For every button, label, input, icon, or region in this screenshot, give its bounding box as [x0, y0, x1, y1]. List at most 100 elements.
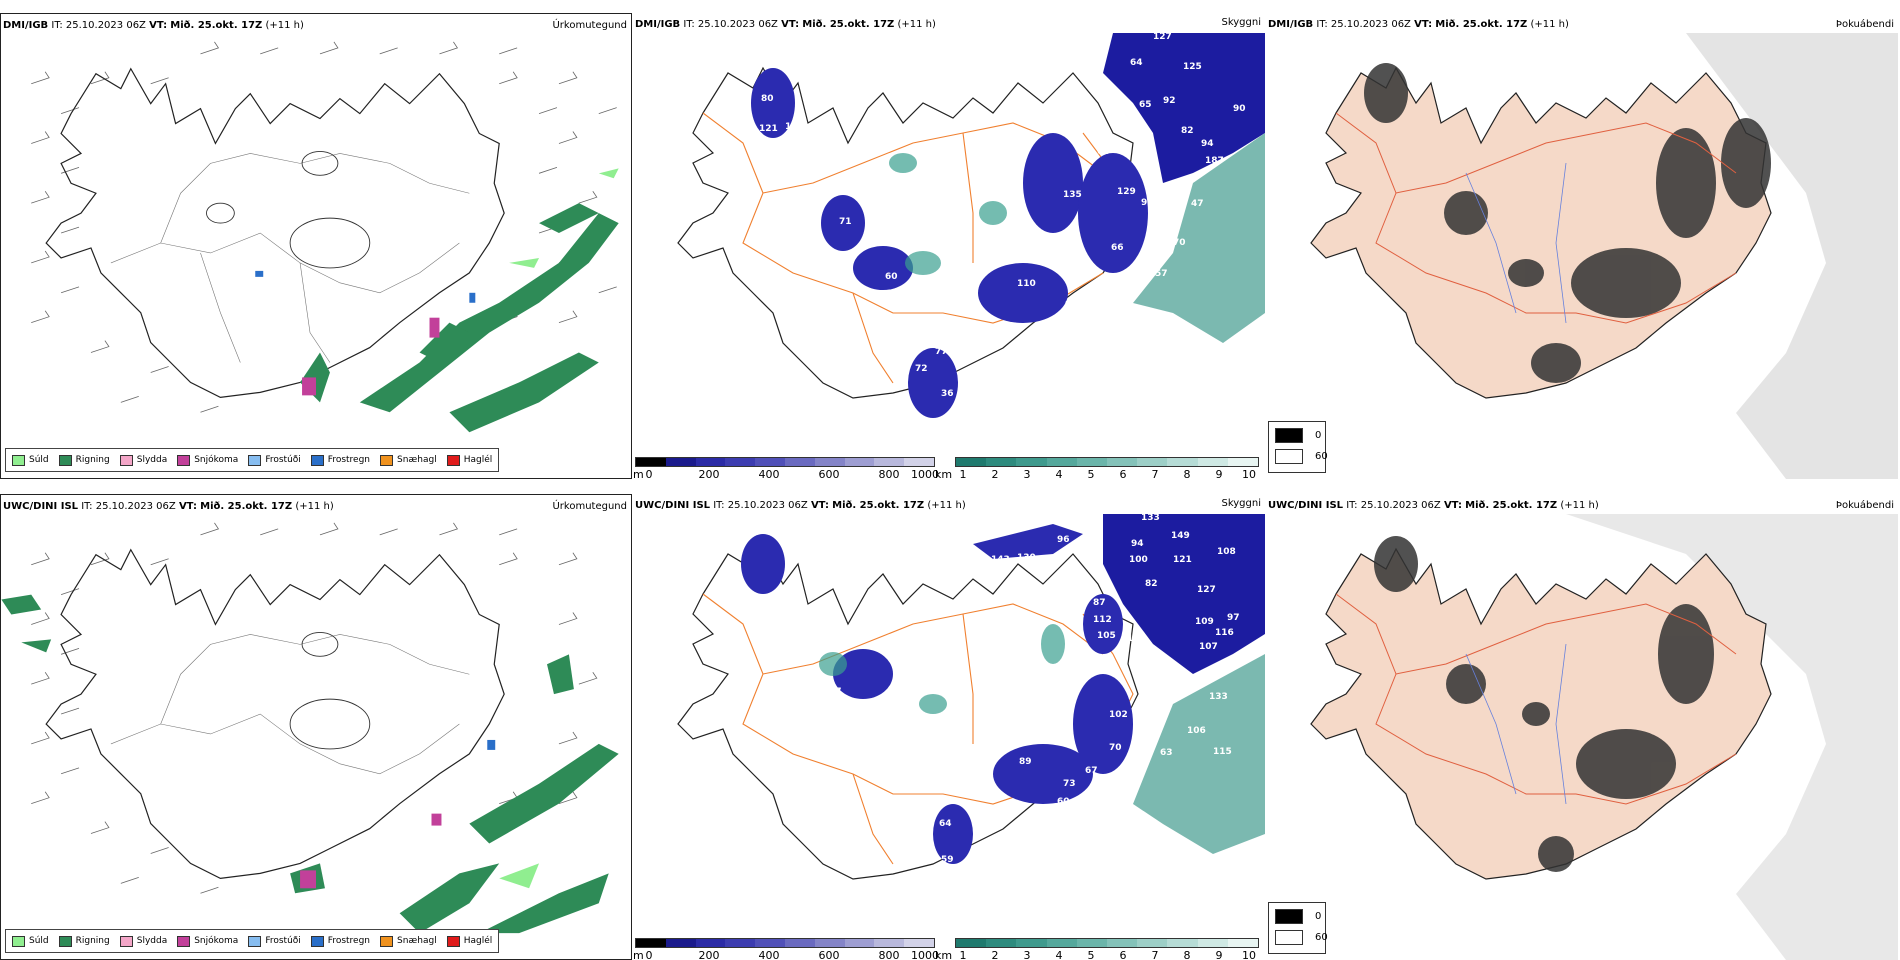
model-header-bottom: UWC/DINI ISL IT: 25.10.2023 06Z VT: Mið.…	[3, 501, 334, 512]
lead-time: (+11 h)	[265, 20, 304, 31]
cloud-number: 104	[785, 122, 804, 132]
legend-item: Frostúði	[248, 935, 301, 947]
cloud-number: 110	[1017, 279, 1036, 289]
low-cloud-sea	[1103, 33, 1265, 183]
fog-dark-areas	[1374, 536, 1714, 872]
cloud-number: 106	[843, 699, 862, 709]
cloud-number: 4	[973, 312, 979, 322]
model-header-top-fog: DMI/IGB IT: 25.10.2023 06Z VT: Mið. 25.o…	[1268, 19, 1569, 30]
cloud-number: 47	[1191, 199, 1204, 209]
legend-swatch	[380, 935, 394, 947]
low-cloud-patches	[741, 534, 1133, 864]
cloud-number: 125	[1183, 62, 1202, 72]
cloud-number: 47	[945, 249, 958, 259]
cloud-number: 51	[1169, 204, 1182, 214]
cloud-number: 76	[1092, 130, 1105, 140]
cloud-number: 133	[1209, 692, 1228, 702]
fog-panel-bottom: UWC/DINI ISL IT: 25.10.2023 06Z VT: Mið.…	[1266, 494, 1898, 960]
legend-item: Súld	[12, 454, 49, 466]
cloud-visibility-panel-top: 127 64 125 92 65 90 82 94 187 80 121 104…	[633, 13, 1265, 479]
model-header-bottom-cloud: UWC/DINI ISL IT: 25.10.2023 06Z VT: Mið.…	[635, 500, 966, 511]
cloud-number: 133	[1141, 513, 1160, 523]
fog-roads	[1335, 593, 1737, 805]
vt-label: VT:	[149, 20, 168, 31]
panel-title: Þokuábendi	[1835, 19, 1894, 30]
legend-item: Haglél	[446, 454, 492, 466]
rain-areas	[300, 203, 619, 433]
cloud-number: 66	[1111, 243, 1124, 253]
cloud-number: 115	[1213, 747, 1232, 757]
cloud-number: 107	[1199, 642, 1218, 652]
legend-item: Slydda	[119, 454, 167, 466]
cloud-number: 73	[1145, 695, 1158, 705]
glacier-outlines	[289, 631, 371, 750]
legend-swatch	[58, 454, 72, 466]
sea-haze	[1686, 33, 1898, 479]
fog-map-top	[1310, 33, 1898, 479]
precip-type-panel-bottom: UWC/DINI ISL IT: 25.10.2023 06Z VT: Mið.…	[0, 494, 632, 960]
cloud-number: 88	[1143, 713, 1156, 723]
precip-map-bottom	[1, 522, 619, 934]
visibility-swatches	[955, 457, 1259, 467]
cloud-base-numbers: 127 64 125 92 65 90 82 94 187 80 121 104…	[759, 32, 1246, 399]
low-cloud-sea-north	[973, 524, 1083, 559]
cloud-number: 150	[1137, 672, 1156, 682]
panel-title: Skyggni	[1221, 17, 1261, 28]
drizzle-areas	[509, 168, 619, 268]
cloud-number: 59	[941, 855, 954, 865]
cloud-number: 71	[839, 217, 852, 227]
visibility-patches	[819, 624, 1065, 714]
cloud-number: 105	[1097, 631, 1116, 641]
legend-item: Frostregn	[310, 935, 370, 947]
legend-swatch	[177, 454, 191, 466]
panel-title: Þokuábendi	[1835, 500, 1894, 511]
panel-title: Úrkomutegund	[552, 501, 627, 512]
cloud-number: 60	[1143, 147, 1156, 157]
cloud-number: 135	[1063, 190, 1082, 200]
legend-item: Snjókoma	[177, 935, 238, 947]
cloud-number: 143	[991, 555, 1010, 565]
legend-item: Frostregn	[310, 454, 370, 466]
wind-barbs	[31, 522, 598, 894]
iceland-outline	[45, 67, 505, 398]
cloud-number: 65	[1139, 100, 1152, 110]
cloud-number: 50	[1147, 218, 1160, 228]
fog-legend-black: 0	[1275, 428, 1321, 443]
legend-item: Súld	[12, 935, 49, 947]
cloud-number: 80	[761, 94, 774, 104]
cloud-number: 63	[1160, 748, 1173, 758]
cloud-number: 48	[946, 712, 959, 722]
fog-roads	[1335, 112, 1737, 324]
freezing-rain-areas	[255, 270, 476, 303]
cloud-number: 127	[1153, 32, 1172, 42]
fog-legend: 0 60	[1268, 421, 1328, 473]
snow-areas	[300, 813, 442, 889]
iceland-land	[1310, 66, 1772, 399]
precip-type-panel-top: DMI/IGB IT: 25.10.2023 06Z VT: Mið. 25.o…	[0, 13, 632, 479]
road-network	[702, 593, 1134, 865]
cloud-number: 92	[1141, 198, 1154, 208]
cloud-number: 90	[1233, 104, 1246, 114]
cloud-number: 82	[1145, 579, 1158, 589]
cloud-number: 46	[1149, 250, 1162, 260]
cloud-number: 61	[1105, 276, 1118, 286]
legend-swatch	[12, 935, 25, 947]
fog-legend-black: 0	[1275, 909, 1321, 924]
cloud-number: 57	[1155, 269, 1168, 279]
precip-legend: Súld Rigning Slydda Snjókoma Frostúði Fr…	[5, 448, 500, 472]
cloud-number: 60	[885, 272, 898, 282]
cloud-number: 58	[1139, 732, 1152, 742]
cloud-number: 82	[875, 723, 888, 733]
legend-item: Snæhagl	[380, 935, 437, 947]
cloud-number: 109	[1195, 617, 1214, 627]
cloudbase-swatches	[635, 457, 935, 467]
legend-swatch	[12, 454, 25, 466]
cloudbase-colorbar: m 0 200 400 600 800 1000	[633, 938, 939, 960]
cloud-number: 94	[1201, 139, 1214, 149]
cloud-number: 69	[911, 829, 924, 839]
freezing-rain-areas	[487, 739, 496, 750]
cloud-number: 108	[1217, 547, 1236, 557]
cloudbase-colorbar: m 0 200 400 600 800 1000	[633, 457, 939, 479]
legend-item: Snæhagl	[380, 454, 437, 466]
vt-value: Mið. 25.okt. 17Z	[170, 20, 263, 31]
